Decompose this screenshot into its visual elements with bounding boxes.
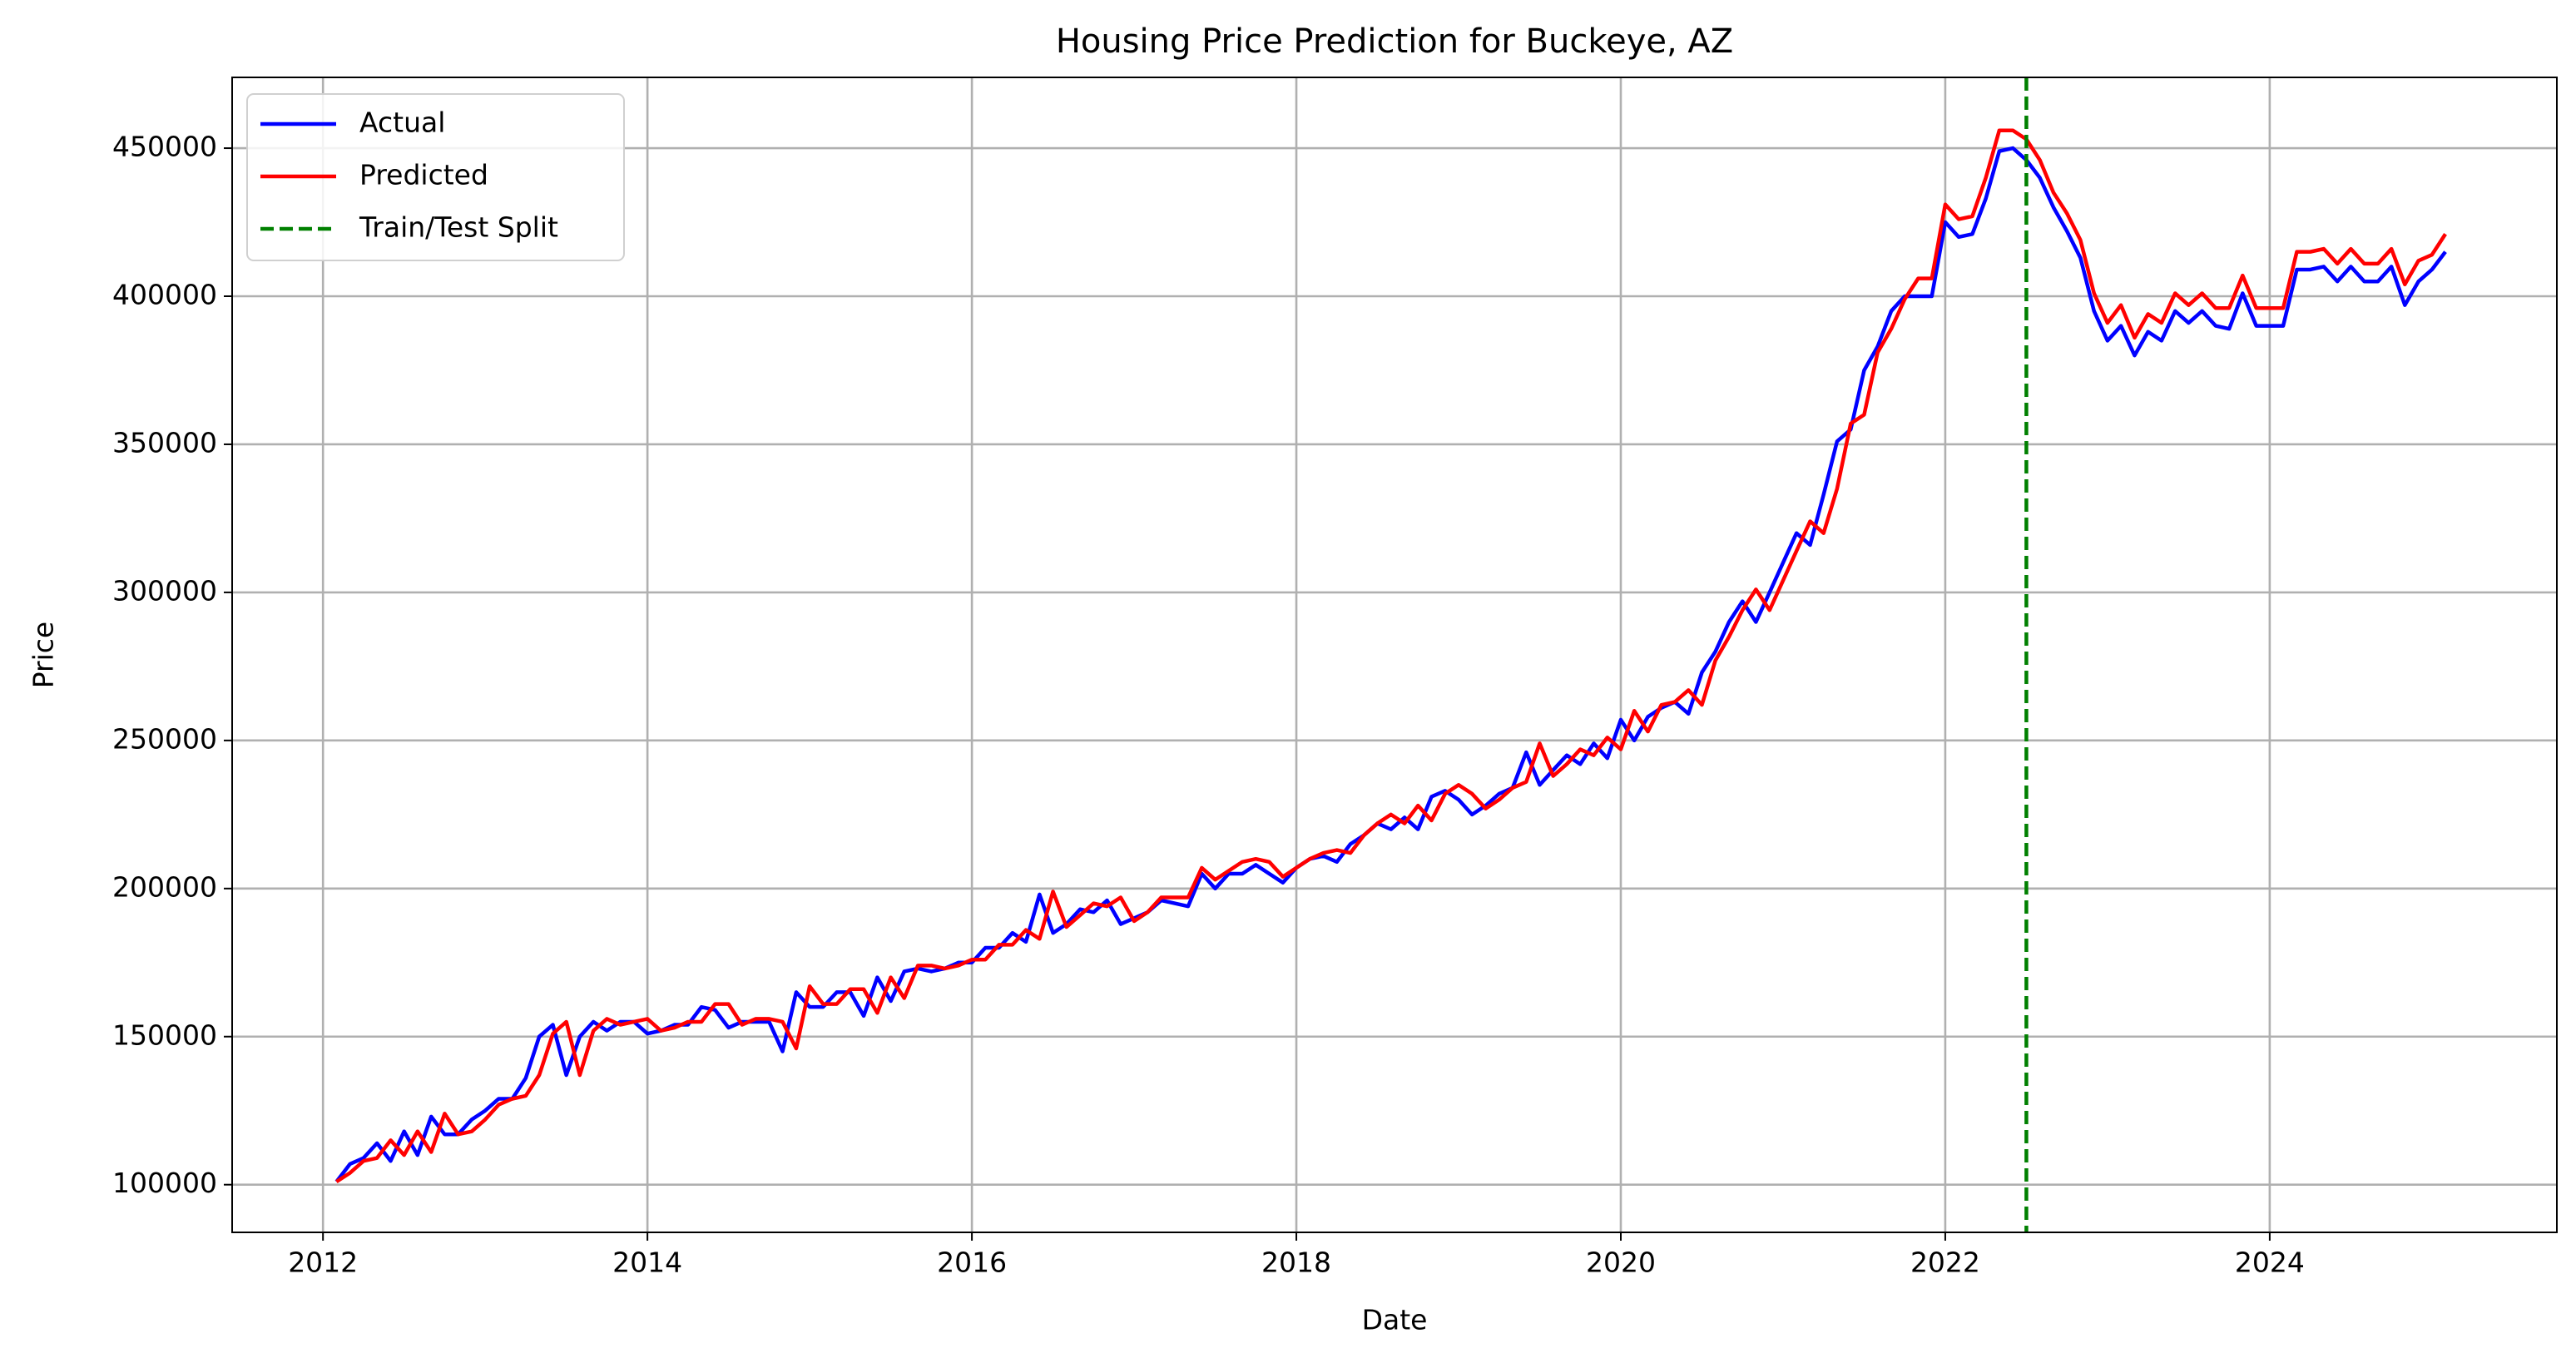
legend-box xyxy=(246,93,625,261)
y-tick-label: 200000 xyxy=(112,870,217,903)
x-tick-label: 2018 xyxy=(1261,1247,1331,1279)
y-axis-label: Price xyxy=(27,622,60,689)
x-tick-label: 2012 xyxy=(288,1247,358,1279)
legend-label: Train/Test Split xyxy=(359,211,558,244)
y-tick-label: 100000 xyxy=(112,1167,217,1199)
y-tick-label: 150000 xyxy=(112,1019,217,1051)
chart-title: Housing Price Prediction for Buckeye, AZ xyxy=(1056,22,1733,61)
y-tick-label: 400000 xyxy=(112,279,217,311)
y-tick-label: 350000 xyxy=(112,426,217,458)
x-tick-label: 2024 xyxy=(2235,1247,2305,1279)
x-tick-label: 2016 xyxy=(937,1247,1007,1279)
y-tick-label: 250000 xyxy=(112,722,217,755)
legend-label: Predicted xyxy=(359,159,488,191)
x-axis-label: Date xyxy=(1362,1304,1428,1336)
y-tick-label: 450000 xyxy=(112,131,217,163)
y-tick-label: 300000 xyxy=(112,574,217,607)
data-line xyxy=(334,146,2447,1183)
legend-label: Actual xyxy=(359,107,445,139)
x-tick-label: 2014 xyxy=(612,1247,682,1279)
data-line xyxy=(335,128,2447,1184)
x-tick-label: 2022 xyxy=(1910,1247,1980,1279)
x-tick-label: 2020 xyxy=(1586,1247,1656,1279)
plot-frame xyxy=(231,77,2558,1233)
